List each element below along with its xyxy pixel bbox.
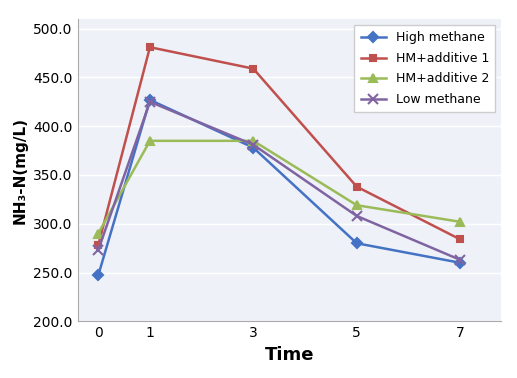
HM+additive 2: [457, 220, 463, 224]
Y-axis label: NH₃-N(mg/L): NH₃-N(mg/L): [13, 116, 28, 224]
Line: Low methane: Low methane: [94, 97, 465, 265]
High methane: [95, 273, 101, 278]
HM+additive 1: [147, 45, 153, 50]
Line: High methane: High methane: [95, 96, 464, 279]
HM+additive 1: [354, 184, 360, 189]
X-axis label: Time: Time: [265, 346, 314, 364]
HM+additive 1: [457, 237, 463, 242]
High methane: [250, 146, 256, 150]
Low methane: [457, 257, 463, 262]
Line: HM+additive 1: HM+additive 1: [95, 44, 464, 249]
High methane: [457, 260, 463, 265]
Low methane: [250, 143, 256, 147]
Low methane: [95, 248, 101, 253]
HM+additive 1: [95, 243, 101, 248]
High methane: [147, 98, 153, 102]
HM+additive 2: [250, 139, 256, 143]
Low methane: [354, 214, 360, 218]
Legend: High methane, HM+additive 1, HM+additive 2, Low methane: High methane, HM+additive 1, HM+additive…: [354, 25, 495, 112]
Low methane: [147, 99, 153, 104]
HM+additive 2: [354, 203, 360, 208]
Line: HM+additive 2: HM+additive 2: [94, 137, 464, 238]
HM+additive 1: [250, 67, 256, 71]
HM+additive 2: [95, 231, 101, 236]
HM+additive 2: [147, 139, 153, 143]
High methane: [354, 241, 360, 246]
